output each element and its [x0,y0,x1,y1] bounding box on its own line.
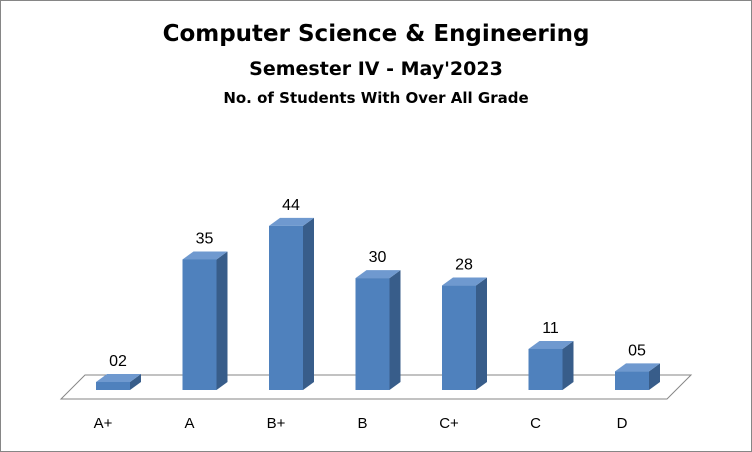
category-tick-label: D [617,415,628,432]
bar-front [269,225,303,390]
bar-side [389,270,401,390]
bar-series: 02 35 44 30 28 11 05 [96,197,660,390]
bar-c [528,340,574,390]
data-label: 35 [196,230,214,247]
bar-a [182,251,228,390]
bar-front [96,382,130,390]
data-label: 11 [542,320,559,337]
bar-b [355,270,401,390]
category-tick-label: A+ [94,415,113,432]
data-label: 30 [369,249,387,266]
category-tick-label: A [184,415,194,432]
bar-front [615,371,649,390]
category-tick-label: C [530,415,541,432]
bar-top [528,340,574,349]
bar-front [442,285,476,390]
bar-front [355,278,390,390]
bar-top [355,270,401,279]
bar-a-plus [96,374,141,390]
bar-d [615,363,660,390]
data-label: 02 [109,353,127,370]
data-label: 28 [455,257,473,274]
bar-front [182,259,217,390]
bar-side [562,340,574,390]
bar-side [130,374,141,390]
bar-b-plus [269,217,314,390]
bar-top [442,277,487,286]
chart-subtitle-2: No. of Students With Over All Grade [223,89,529,107]
chart-subtitle: Semester IV - May'2023 [249,58,503,80]
data-label: 05 [628,342,646,359]
bar-side [303,217,314,390]
data-label: 44 [282,197,300,214]
category-axis: A+ A B+ B C+ C D [94,415,628,432]
bar-top [615,363,660,372]
chart-title: Computer Science & Engineering [162,21,590,47]
bar-side [216,251,228,390]
category-tick-label: B+ [267,415,286,432]
bar-top [182,251,228,260]
bar-top [269,217,314,226]
category-tick-label: C+ [439,415,459,432]
bar-side [649,363,660,390]
bar-top [96,374,141,382]
bar-c-plus [442,277,487,390]
category-tick-label: B [357,415,367,432]
bar-front [528,348,563,390]
bar-side [476,277,487,390]
